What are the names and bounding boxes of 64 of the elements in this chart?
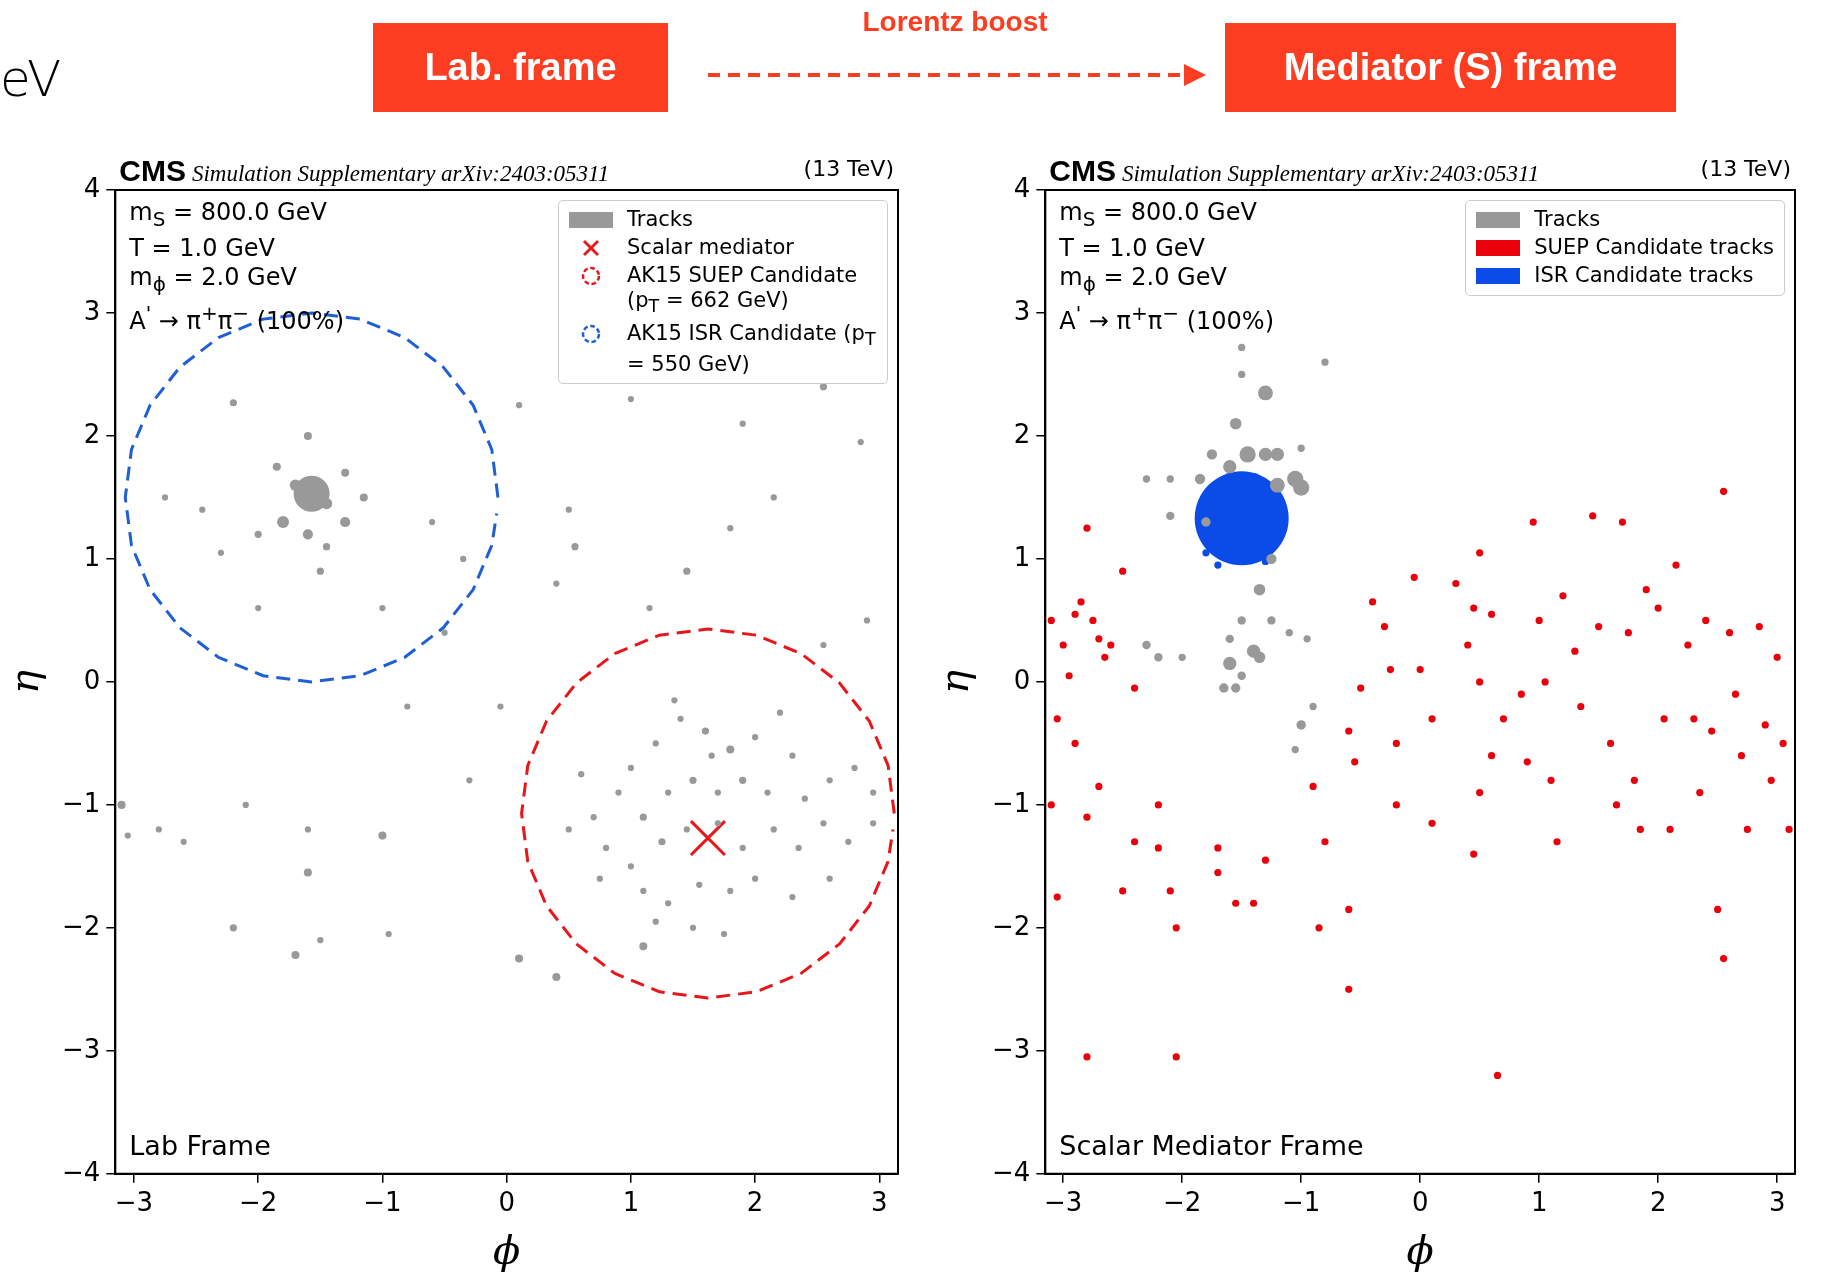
annotation: T = 1.0 GeV: [129, 233, 276, 263]
annotation: T = 1.0 GeV: [1059, 233, 1206, 263]
y-tick-label: 1: [1013, 541, 1031, 572]
text: (13 TeV): [803, 156, 894, 181]
x-tick-label: −2: [1163, 1187, 1202, 1218]
chart-title: CMS: [1049, 154, 1116, 188]
annotation: m$_{ϕ}$ = 2.0 GeV: [1059, 262, 1228, 298]
y-tick-label: 3: [1013, 295, 1031, 326]
text: AK15 ISR Candidate (p$_{T}$ = 550 GeV): [627, 321, 876, 377]
chart-subtitle: Simulation Supplementary arXiv:2403:05311: [1121, 161, 1540, 187]
text: (13 TeV): [1700, 156, 1791, 181]
x-tick-label: 2: [746, 1187, 764, 1218]
y-tick-label: −1: [62, 787, 101, 818]
y-tick-label: −4: [992, 1156, 1031, 1187]
x-tick-label: −3: [1044, 1187, 1083, 1218]
x-tick-label: 2: [1649, 1187, 1667, 1218]
annotation: A$^{'}$ → π$^{+}$π$^{−}$ (100%): [1059, 299, 1275, 336]
text: Lorentz boost: [861, 6, 1049, 38]
legend-label: ISR Candidate tracks: [1534, 263, 1754, 288]
x-tick-label: −1: [363, 1187, 402, 1218]
y-tick-label: 4: [1013, 172, 1031, 203]
chart-subtitle: Simulation Supplementary arXiv:2403:05311: [191, 161, 610, 187]
y-tick-label: −2: [62, 910, 101, 941]
x-tick-label: 0: [1411, 1187, 1429, 1218]
y-tick-label: 2: [83, 418, 101, 449]
y-tick-label: 0: [83, 664, 101, 695]
legend-label: Scalar mediator: [627, 235, 794, 260]
y-tick-label: −3: [62, 1033, 101, 1064]
x-tick-label: 3: [1768, 1187, 1786, 1218]
legend-label: Tracks: [1534, 207, 1601, 232]
annotation: A$^{'}$ → π$^{+}$π$^{−}$ (100%): [129, 299, 345, 336]
text: eV: [0, 50, 62, 108]
annotation: m$_{S}$ = 800.0 GeV: [129, 198, 328, 233]
y-tick-label: −1: [992, 787, 1031, 818]
x-tick-label: 3: [871, 1187, 888, 1218]
legend-label: AK15 SUEP Candidate (p$_{T}$ = 662 GeV): [627, 263, 859, 319]
text: Lab. frame: [373, 23, 668, 112]
annotation: Scalar Mediator Frame: [1059, 1129, 1364, 1161]
y-axis-title: η: [1, 669, 48, 694]
annotation: m$_{ϕ}$ = 2.0 GeV: [129, 262, 298, 298]
x-tick-label: 0: [498, 1187, 515, 1218]
y-tick-label: 0: [1013, 664, 1031, 695]
text: Mediator (S) frame: [1225, 23, 1676, 112]
y-tick-label: −4: [62, 1156, 101, 1187]
x-tick-label: −3: [114, 1187, 154, 1218]
y-tick-label: 2: [1013, 418, 1031, 449]
x-tick-label: −1: [1282, 1187, 1321, 1218]
y-tick-label: 4: [83, 172, 101, 203]
legend-label: SUEP Candidate tracks: [1534, 235, 1774, 260]
annotation: m$_{S}$ = 800.0 GeV: [1059, 198, 1258, 233]
x-tick-label: 1: [1530, 1187, 1548, 1218]
y-axis-title: η: [931, 669, 978, 694]
y-tick-label: −2: [992, 910, 1031, 941]
legend-label: Tracks: [627, 207, 693, 232]
y-tick-label: 1: [83, 541, 101, 572]
y-tick-label: 3: [83, 295, 101, 326]
line-series: [520, 627, 896, 1000]
y-tick-label: −3: [992, 1033, 1031, 1064]
x-tick-label: −2: [239, 1187, 278, 1218]
chart-title: CMS: [119, 154, 186, 188]
annotation: Lab Frame: [129, 1129, 271, 1161]
x-axis-title: ϕ: [1406, 1227, 1434, 1274]
x-axis-title: ϕ: [493, 1227, 521, 1274]
x-tick-label: 1: [622, 1187, 640, 1218]
